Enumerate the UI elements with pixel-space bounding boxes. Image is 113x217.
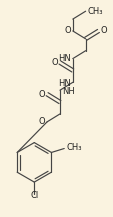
Text: O: O bbox=[38, 117, 45, 126]
Text: O: O bbox=[51, 58, 58, 67]
Text: CH₃: CH₃ bbox=[66, 143, 81, 152]
Text: HN: HN bbox=[58, 54, 70, 63]
Text: O: O bbox=[100, 26, 106, 35]
Text: Cl: Cl bbox=[30, 191, 38, 201]
Text: CH₃: CH₃ bbox=[87, 7, 102, 16]
Text: O: O bbox=[64, 26, 70, 35]
Text: HN: HN bbox=[58, 79, 70, 88]
Text: O: O bbox=[38, 90, 45, 99]
Text: NH: NH bbox=[61, 87, 74, 96]
